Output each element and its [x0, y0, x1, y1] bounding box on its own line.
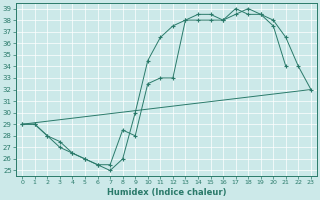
- X-axis label: Humidex (Indice chaleur): Humidex (Indice chaleur): [107, 188, 226, 197]
